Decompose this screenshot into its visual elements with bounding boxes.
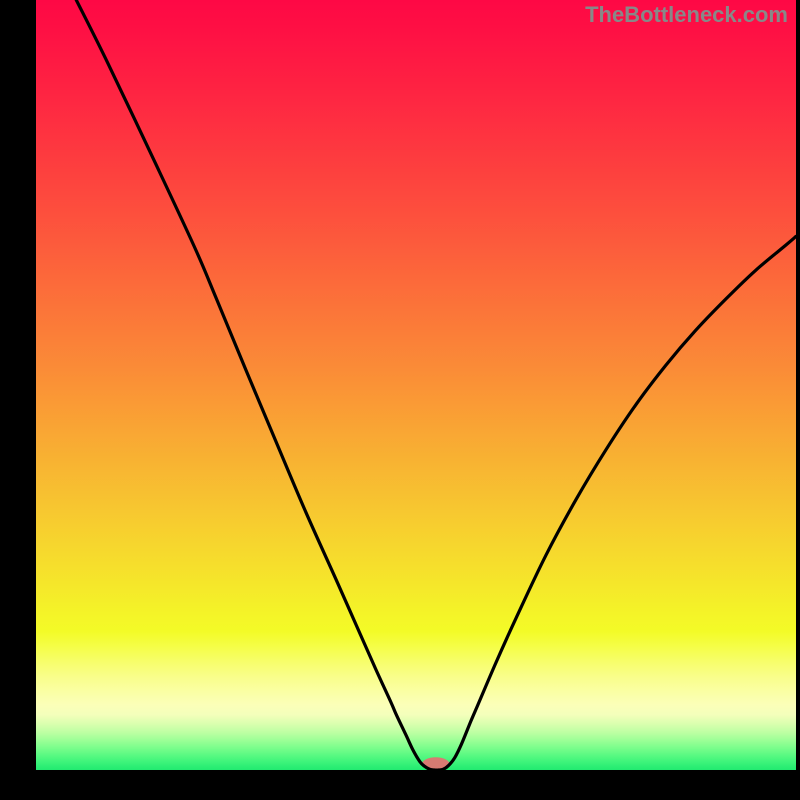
chart-background (36, 0, 796, 770)
watermark-label: TheBottleneck.com (585, 2, 788, 28)
bottleneck-chart (0, 0, 800, 800)
